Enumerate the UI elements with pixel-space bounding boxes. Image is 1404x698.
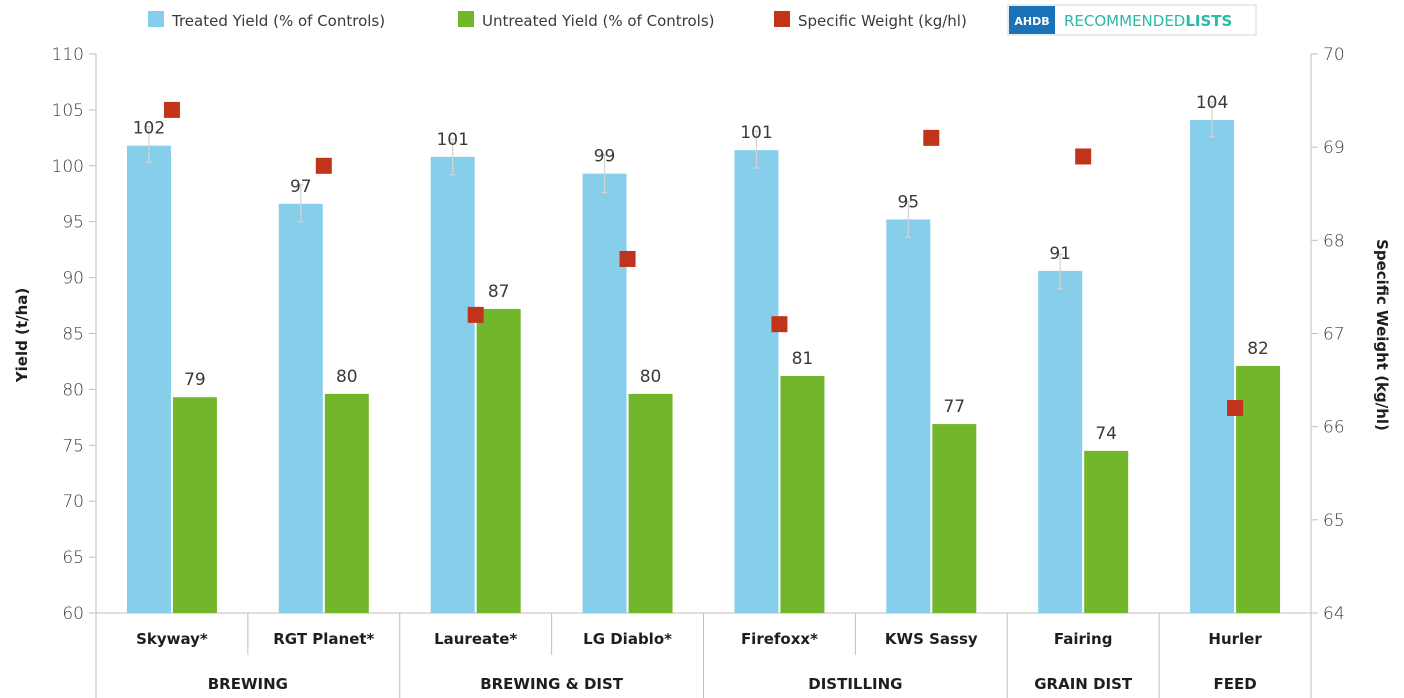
x-category-label: Laureate* (434, 630, 517, 648)
y-tick-label-right: 66 (1323, 418, 1345, 438)
data-label-untreated: 77 (943, 397, 965, 417)
x-group-label: DISTILLING (808, 675, 902, 693)
legend-swatch-untreated (458, 11, 474, 27)
y-tick-label-left: 80 (62, 380, 84, 400)
data-label-treated: 102 (133, 119, 165, 139)
y-tick-label-left: 65 (62, 548, 84, 568)
y-tick-label-right: 65 (1323, 511, 1345, 531)
legend-label-weight: Specific Weight (kg/hl) (798, 12, 967, 30)
data-label-untreated: 80 (640, 367, 662, 387)
data-label-untreated: 81 (792, 349, 814, 369)
y-tick-label-right: 69 (1323, 138, 1345, 158)
data-label-untreated: 80 (336, 367, 358, 387)
y-tick-label-left: 70 (62, 492, 84, 512)
y-tick-label-right: 67 (1323, 325, 1345, 345)
bar-untreated (628, 393, 673, 613)
legend-label-treated: Treated Yield (% of Controls) (171, 12, 385, 30)
bar-untreated (932, 424, 977, 613)
data-label-treated: 104 (1196, 93, 1228, 113)
bar-untreated (1084, 450, 1129, 613)
logo-wordmark: RECOMMENDEDLISTS (1064, 12, 1232, 30)
marker-specific-weight (771, 316, 788, 333)
x-category-label: Hurler (1208, 630, 1262, 648)
marker-specific-weight (467, 306, 484, 323)
y-tick-label-left: 60 (62, 604, 84, 624)
y-tick-label-left: 95 (62, 213, 84, 233)
x-category-label: KWS Sassy (885, 630, 978, 648)
x-category-label: LG Diablo* (583, 630, 672, 648)
bar-untreated (324, 393, 369, 613)
y-tick-label-left: 85 (62, 325, 84, 345)
y-tick-label-right: 68 (1323, 231, 1345, 251)
bar-treated (126, 145, 171, 613)
data-label-treated: 99 (594, 147, 616, 167)
y-tick-label-left: 100 (52, 157, 84, 177)
y-tick-label-left: 110 (52, 45, 84, 65)
marker-specific-weight (923, 129, 940, 146)
marker-specific-weight (315, 157, 332, 174)
data-label-treated: 95 (897, 192, 919, 212)
y-tick-label-left: 105 (52, 101, 84, 121)
y-tick-label-left: 90 (62, 269, 84, 289)
legend: Treated Yield (% of Controls) Untreated … (148, 11, 967, 30)
x-group-label: FEED (1213, 675, 1256, 693)
x-category-label: Skyway* (136, 630, 208, 648)
y-tick-label-right: 64 (1323, 604, 1345, 624)
legend-swatch-weight (774, 11, 790, 27)
bar-untreated (172, 397, 217, 613)
marker-specific-weight (1075, 148, 1092, 165)
logo-badge (1009, 6, 1055, 34)
data-label-treated: 91 (1049, 244, 1071, 264)
data-label-untreated: 82 (1247, 339, 1269, 359)
legend-label-untreated: Untreated Yield (% of Controls) (482, 12, 715, 30)
data-label-untreated: 74 (1095, 424, 1117, 444)
x-category-label: RGT Planet* (273, 630, 374, 648)
y-axis-title-left: Yield (t/ha) (13, 288, 31, 383)
marker-specific-weight (1227, 400, 1244, 417)
ahdb-logo: AHDB RECOMMENDEDLISTS (1007, 4, 1257, 36)
x-category-label: Firefoxx* (741, 630, 818, 648)
marker-specific-weight (619, 250, 636, 267)
bar-treated (278, 203, 323, 613)
y-tick-label-left: 75 (62, 436, 84, 456)
marker-specific-weight (163, 101, 180, 118)
y-axis-title-right: Specific Weight (kg/hl) (1373, 239, 1391, 431)
logo-badge-text: AHDB (1014, 15, 1049, 28)
legend-swatch-treated (148, 11, 164, 27)
bar-treated (1038, 270, 1083, 613)
x-group-label: BREWING (208, 675, 288, 693)
bar-treated (734, 150, 779, 613)
y-tick-label-right: 70 (1323, 45, 1345, 65)
x-group-label: GRAIN DIST (1034, 675, 1133, 693)
bar-treated (886, 219, 931, 614)
bar-treated (582, 173, 627, 613)
x-group-label: BREWING & DIST (480, 675, 624, 693)
data-label-treated: 97 (290, 177, 312, 197)
data-label-untreated: 87 (488, 282, 510, 302)
plot-area: 60 65 70 75 80 85 90 95 100 105 110 64 65 66 67 68 69 70 S… (52, 45, 1345, 698)
x-category-label: Fairing (1054, 630, 1113, 648)
data-label-treated: 101 (740, 123, 772, 143)
bar-untreated (780, 375, 825, 613)
bar-treated (1190, 119, 1235, 613)
bar-treated (430, 156, 475, 613)
bar-untreated (1236, 365, 1281, 613)
data-label-treated: 101 (436, 130, 468, 150)
data-label-untreated: 79 (184, 370, 206, 390)
bar-untreated (476, 308, 521, 613)
